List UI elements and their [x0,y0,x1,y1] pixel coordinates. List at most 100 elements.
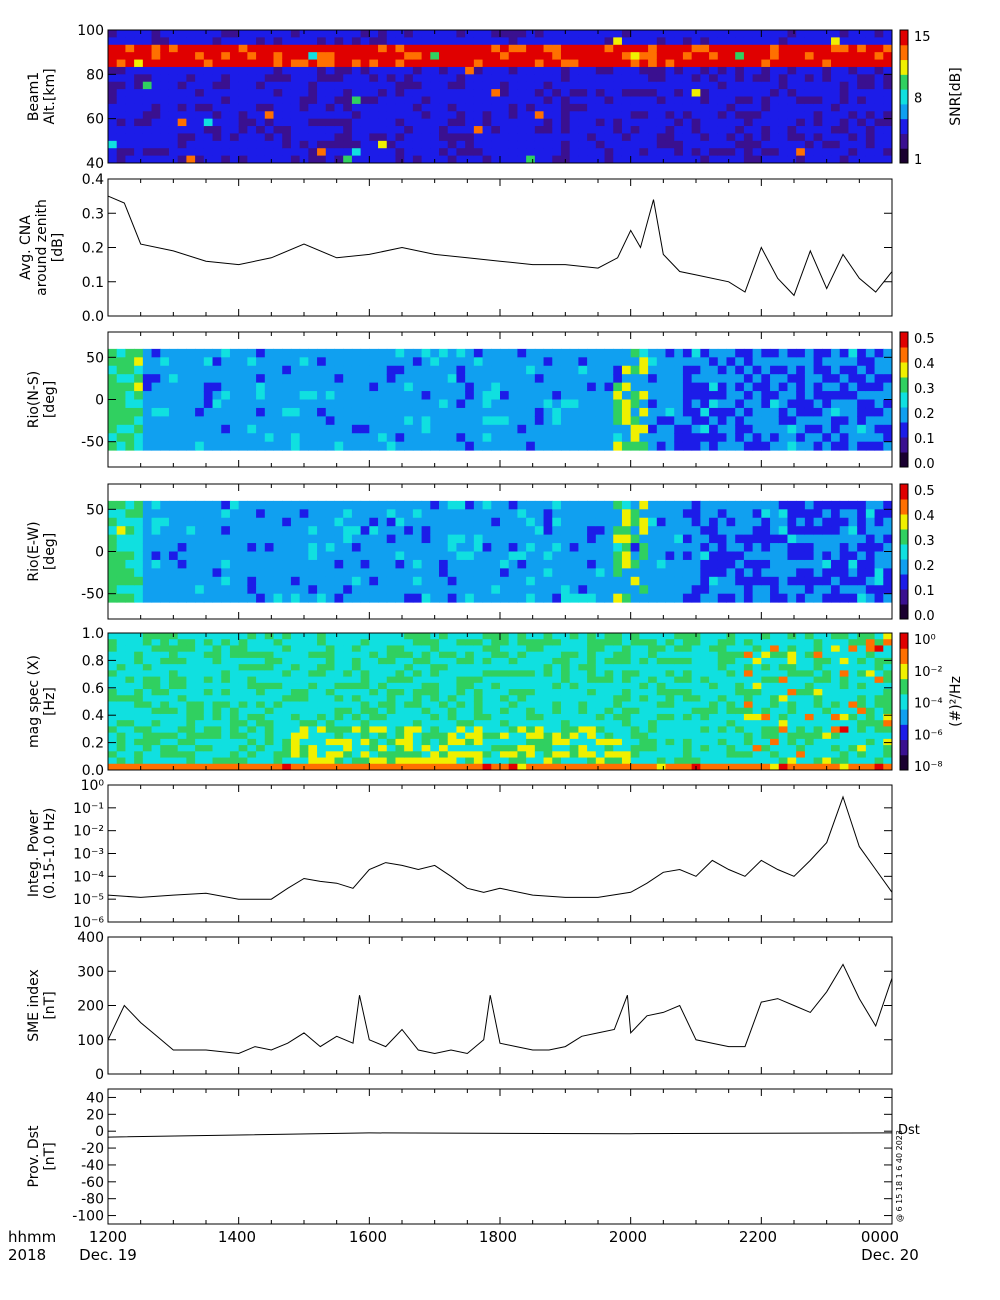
heatmap-cell [151,695,161,702]
heatmap-cell [735,126,745,134]
heatmap-cell [282,732,292,740]
heatmap-cell [290,543,301,552]
heatmap-cell [238,757,248,765]
heatmap-cell [308,433,318,443]
heatmap-cell [360,89,370,97]
heatmap-cell [447,509,457,519]
heatmap-cell [195,81,205,90]
heatmap-cell [848,103,858,112]
heatmap-cell [500,399,510,409]
heatmap-cell [369,639,379,646]
heatmap-cell [839,348,849,358]
heatmap-cell [630,382,640,392]
heatmap-cell [473,407,484,417]
heatmap-cell [848,74,858,83]
heatmap-cell [439,500,449,510]
heatmap-cell [831,37,841,46]
heatmap-cell [770,365,780,375]
heatmap-cell [116,155,126,164]
heatmap-cell [743,140,754,149]
heatmap-cell [639,407,649,417]
heatmap-cell [186,576,196,586]
heatmap-cell [656,391,667,400]
heatmap-cell [552,30,562,38]
heatmap-cell [186,148,196,157]
heatmap-cell [465,559,475,569]
heatmap-cell [256,726,266,734]
heatmap-cell [587,59,597,68]
heatmap-cell [151,664,161,671]
heatmap-cell [369,140,379,149]
heatmap-cell [125,37,135,46]
heatmap-cell [543,96,553,105]
heatmap-cell [761,365,771,375]
heatmap-cell [203,433,214,443]
heatmap-cell [247,751,257,759]
heatmap-cell [404,676,414,684]
heatmap-cell [526,585,536,595]
heatmap-cell [386,30,396,38]
heatmap-cell [770,543,780,552]
heatmap-cell [839,399,849,409]
heatmap-cell [378,707,388,715]
heatmap-cell [709,585,719,595]
heatmap-cell [412,707,423,715]
heatmap-cell [752,148,762,157]
heatmap-cell [212,593,222,603]
heatmap-cell [552,407,562,417]
heatmap-cell [430,103,440,112]
heatmap-cell [587,407,597,417]
heatmap-cell [865,391,876,400]
heatmap-cell [116,657,126,665]
heatmap-cell [369,645,379,653]
heatmap-cell [552,66,562,75]
heatmap-cell [613,543,623,552]
heatmap-cell [282,726,292,734]
heatmap-cell [203,745,214,752]
heatmap-cell [116,44,126,53]
heatmap-cell [195,726,205,734]
colorbar-segment [900,437,908,453]
heatmap-cell [343,133,353,142]
heatmap-cell [447,534,457,544]
heatmap-cell [883,155,893,164]
y-tick-label: 0.4 [82,172,104,188]
heatmap-cell [456,59,466,68]
heatmap-cell [831,433,841,443]
heatmap-cell [134,44,144,53]
heatmap-cell [726,103,736,112]
heatmap-cell [160,763,170,771]
heatmap-cell [534,441,545,451]
heatmap-cell [142,348,153,358]
heatmap-cell [247,633,257,640]
heatmap-cell [517,126,527,134]
heatmap-cell [134,713,144,721]
heatmap-cell [613,155,623,164]
heatmap-cell [639,399,649,409]
heatmap-cell [142,126,153,134]
heatmap-cell [587,103,597,112]
heatmap-cell [299,74,309,83]
heatmap-cell [203,399,214,409]
heatmap-cell [212,639,222,646]
heatmap-cell [134,676,144,684]
heatmap-cell [865,399,876,409]
heatmap-cell [134,155,144,164]
heatmap-cell [865,424,876,434]
heatmap-cell [595,111,606,120]
heatmap-cell [308,103,318,112]
heatmap-cell [473,140,484,149]
heatmap-cell [430,133,440,142]
heatmap-cell [456,348,466,358]
heatmap-cell [421,657,431,665]
heatmap-cell [238,745,248,752]
heatmap-cell [343,103,353,112]
heatmap-cell [108,89,118,97]
heatmap-cell [256,751,266,759]
heatmap-cell [604,357,614,367]
heatmap-cell [639,424,649,434]
heatmap-cell [412,738,423,746]
heatmap-cell [665,155,675,164]
heatmap-cell [735,30,745,38]
heatmap-cell [177,103,187,112]
